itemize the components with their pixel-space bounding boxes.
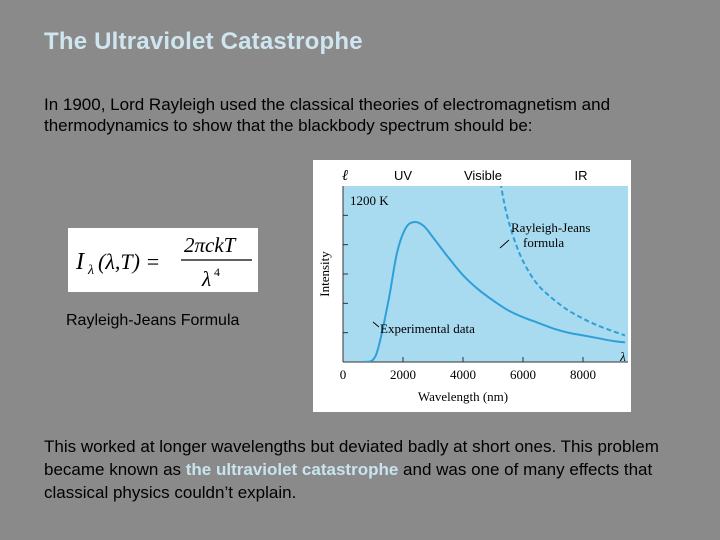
outro-text-1: This worked at longer wavelengths but de… [44, 437, 659, 479]
rayleigh-jeans-pointer [499, 239, 510, 249]
rayleigh-jeans-label-line1: Rayleigh-Jeans [511, 220, 590, 235]
x-axis-label: Wavelength (nm) [418, 389, 508, 404]
band-label-ir: IR [575, 168, 588, 183]
ultraviolet-catastrophe-highlight: the ultraviolet catastrophe [185, 460, 399, 479]
plot-area [343, 186, 628, 362]
rayleigh-jeans-formula: I λ (λ,T) = 2πckT λ 4 [68, 228, 258, 292]
band-label-visible: Visible [464, 168, 502, 183]
outro-paragraph: This worked at longer wavelengths but de… [44, 435, 694, 504]
band-label-uv: UV [394, 168, 412, 183]
y-axis-label: Intensity [317, 251, 332, 297]
experimental-data-pointer [372, 321, 380, 328]
formula-caption: Rayleigh-Jeans Formula [66, 312, 240, 329]
y-axis-symbol: ℓ [342, 168, 348, 184]
x-tick-label: 4000 [450, 367, 476, 382]
formula-lhs-args: (λ,T) = [98, 249, 160, 274]
slide-title: The Ultraviolet Catastrophe [44, 28, 363, 55]
blackbody-chart: UV Visible IR ℓ 0 2000 4000 6000 8000 λ 1200… [313, 160, 631, 412]
x-tick-label: 0 [340, 367, 347, 382]
rayleigh-jeans-label-line2: formula [523, 235, 564, 250]
formula-numerator: 2πckT [184, 233, 237, 257]
formula-lhs-subscript: λ [87, 263, 94, 278]
intro-paragraph: In 1900, Lord Rayleigh used the classica… [44, 95, 611, 135]
rayleigh-jeans-curve [500, 186, 626, 337]
formula-denominator: λ [201, 267, 211, 291]
experimental-data-label: Experimental data [380, 321, 475, 336]
x-axis-symbol: λ [619, 349, 626, 364]
x-tick-label: 6000 [510, 367, 536, 382]
formula-lhs: I [75, 249, 85, 275]
x-tick-label: 2000 [390, 367, 416, 382]
formula-exponent: 4 [214, 265, 220, 279]
chart-svg: UV Visible IR ℓ 0 2000 4000 6000 8000 λ 1200… [317, 168, 628, 404]
formula-svg: I λ (λ,T) = 2πckT λ 4 [75, 233, 252, 291]
outro-text-2: and was one of many effects that classic… [44, 460, 653, 502]
experimental-data-curve [363, 220, 626, 362]
x-tick-label: 8000 [570, 367, 596, 382]
temperature-label: 1200 K [350, 193, 389, 208]
